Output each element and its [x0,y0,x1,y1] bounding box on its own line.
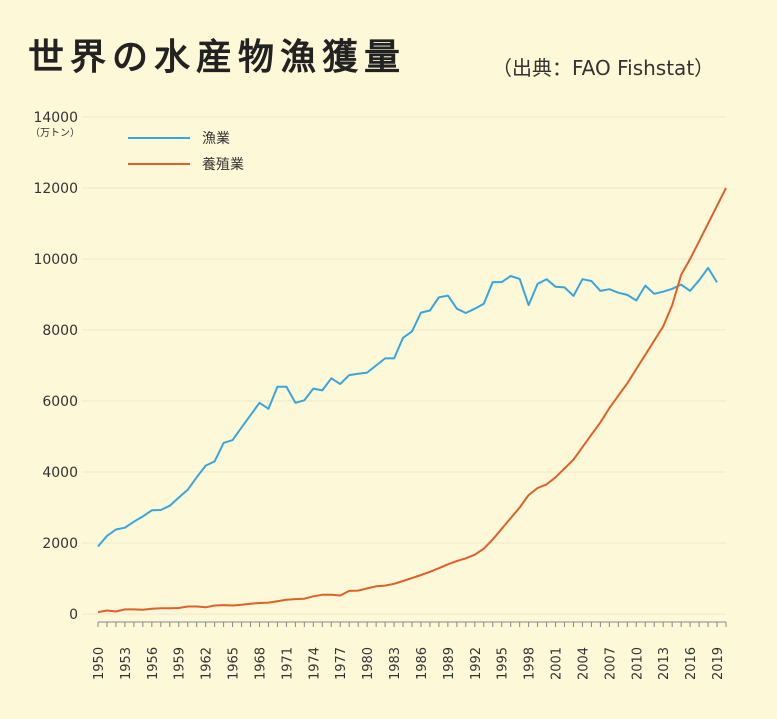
x-tick-label: 1986 [415,647,430,680]
x-tick-label: 2010 [630,647,645,680]
y-tick-label: 8000 [42,323,78,339]
chart-title: 世界の水産物漁獲量 [28,37,407,78]
x-tick-label: 2013 [657,647,672,680]
x-tick-label: 1971 [280,647,295,680]
x-tick-label: 1983 [388,647,403,680]
x-tick-label: 2004 [576,647,591,680]
x-tick-label: 1965 [227,647,242,680]
y-tick-label: 10000 [33,252,78,268]
x-tick-label: 1995 [496,647,511,680]
legend-label: 養殖業 [202,156,244,173]
x-tick-label: 1998 [523,647,538,680]
x-tick-label: 1968 [253,647,268,680]
y-axis-unit-label: （万トン） [30,127,80,139]
x-tick-label: 1980 [361,647,376,680]
x-tick-label: 2019 [711,647,726,680]
x-tick-label: 1956 [146,647,161,680]
y-tick-label: 14000 [33,110,78,126]
x-tick-label: 1992 [469,647,484,680]
y-tick-label: 12000 [33,181,78,197]
legend-label: 漁業 [202,131,230,147]
x-tick-label: 1962 [200,647,215,680]
x-tick-label: 1953 [119,647,134,680]
x-tick-label: 1959 [173,647,188,680]
x-tick-label: 1974 [307,647,322,680]
y-tick-label: 4000 [42,465,78,481]
y-tick-label: 6000 [42,394,78,410]
source-note: （出典：FAO Fishstat） [492,56,715,80]
series-line-fishery [97,266,718,548]
x-tick-label: 1989 [442,647,457,680]
x-tick-label: 2016 [684,647,699,680]
x-tick-label: 1950 [92,647,107,680]
x-tick-label: 1977 [334,647,349,680]
y-tick-label: 2000 [42,536,78,552]
y-tick-label: 0 [69,607,78,623]
x-tick-label: 2001 [550,647,565,680]
x-tick-label: 2007 [603,647,618,680]
series-line-aquaculture [97,187,727,614]
